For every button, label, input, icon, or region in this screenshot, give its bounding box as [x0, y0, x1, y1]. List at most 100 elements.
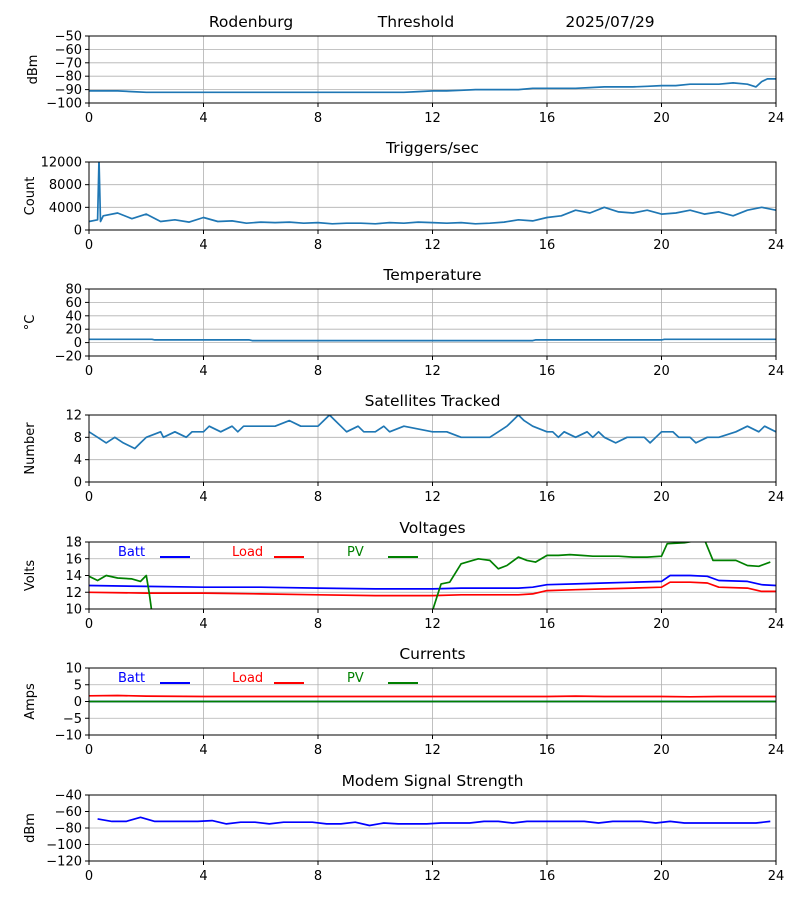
y-tick-label: 4000 — [49, 201, 82, 216]
panel-title: Triggers/sec — [385, 139, 479, 157]
x-tick-label: 0 — [85, 869, 93, 884]
x-tick-label: 0 — [85, 617, 93, 632]
y-tick-label: −100 — [46, 838, 82, 853]
y-tick-label: 18 — [65, 536, 82, 551]
y-tick-label: 10 — [65, 603, 82, 618]
x-tick-label: 24 — [768, 364, 785, 379]
series-group — [89, 338, 776, 342]
y-tick-label: −60 — [55, 43, 82, 58]
legend-label-pv: PV — [347, 545, 364, 560]
x-tick-label: 24 — [768, 743, 785, 758]
y-axis-label: °C — [23, 315, 38, 331]
x-tick-label: 20 — [653, 617, 670, 632]
x-tick-label: 20 — [653, 743, 670, 758]
x-tick-label: 12 — [424, 238, 441, 253]
y-axis-label: Number — [23, 422, 38, 475]
x-tick-label: 4 — [199, 617, 207, 632]
series-line-data-1 — [89, 338, 776, 342]
header-date: 2025/07/29 — [565, 13, 654, 31]
y-tick-label: −50 — [55, 30, 82, 45]
series-line-load-2 — [89, 581, 776, 597]
series-group — [97, 816, 771, 827]
panel-title: Currents — [399, 645, 465, 663]
x-tick-label: 12 — [424, 364, 441, 379]
x-tick-label: 20 — [653, 111, 670, 126]
panel-title: Voltages — [399, 519, 465, 537]
y-tick-label: 12000 — [41, 156, 82, 171]
x-tick-label: 12 — [424, 743, 441, 758]
chart-panel-4: 0 4 8 12 16 20 24 0 4 8 12 Satellites Tracked Number — [23, 392, 784, 505]
y-axis-label: Volts — [23, 560, 38, 592]
legend-label-load: Load — [232, 671, 263, 686]
y-tick-label: −10 — [55, 729, 82, 744]
x-tick-label: 16 — [539, 743, 556, 758]
chart-panel-2: 0 4 8 12 16 20 24 0 4000 8000 12000 Triggers/sec Cou… — [23, 139, 784, 253]
y-axis-label: Count — [23, 177, 38, 216]
y-tick-label: 0 — [74, 476, 82, 491]
y-tick-label: −60 — [55, 805, 82, 820]
y-tick-label: 0 — [74, 224, 82, 239]
legend-label-pv: PV — [347, 671, 364, 686]
x-tick-label: 24 — [768, 111, 785, 126]
legend: Batt Load PV — [118, 545, 418, 560]
x-tick-label: 4 — [199, 869, 207, 884]
y-tick-label: 40 — [65, 309, 82, 324]
header-title: Threshold — [377, 13, 454, 31]
y-tick-label: −80 — [55, 70, 82, 85]
x-tick-label: 20 — [653, 238, 670, 253]
y-axis-label: dBm — [23, 813, 38, 843]
x-tick-label: 12 — [424, 490, 441, 505]
x-tick-label: 24 — [768, 617, 785, 632]
chart-panel-1: 0 4 8 12 16 20 24 −100−90−80−70−60−50 dBm — [26, 30, 784, 127]
series-group — [89, 415, 776, 450]
y-tick-label: −120 — [46, 855, 82, 870]
x-tick-label: 8 — [314, 111, 322, 126]
x-tick-label: 4 — [199, 111, 207, 126]
series-group — [89, 162, 776, 225]
x-tick-label: 4 — [199, 238, 207, 253]
x-tick-label: 16 — [539, 490, 556, 505]
series-line-data-1 — [89, 162, 776, 225]
y-tick-label: 10 — [65, 662, 82, 677]
x-tick-label: 8 — [314, 869, 322, 884]
x-tick-label: 0 — [85, 364, 93, 379]
panel-title: Temperature — [382, 266, 481, 284]
legend: Batt Load PV — [118, 671, 418, 686]
x-tick-label: 24 — [768, 869, 785, 884]
x-tick-label: 16 — [539, 238, 556, 253]
series-line-pv-3 — [89, 574, 153, 609]
x-tick-label: 0 — [85, 238, 93, 253]
y-tick-label: −80 — [55, 822, 82, 837]
x-tick-label: 24 — [768, 490, 785, 505]
x-tick-label: 20 — [653, 869, 670, 884]
y-axis-label: Amps — [23, 683, 38, 720]
x-tick-label: 12 — [424, 617, 441, 632]
x-tick-label: 0 — [85, 111, 93, 126]
y-tick-label: 16 — [65, 552, 82, 567]
x-tick-label: 8 — [314, 364, 322, 379]
legend-label-batt: Batt — [118, 671, 145, 686]
x-tick-label: 4 — [199, 490, 207, 505]
x-tick-label: 0 — [85, 490, 93, 505]
y-axis-label: dBm — [26, 55, 41, 85]
legend-label-batt: Batt — [118, 545, 145, 560]
y-tick-label: 4 — [74, 453, 82, 468]
series-line-data-1 — [97, 816, 771, 827]
y-tick-label: 0 — [74, 695, 82, 710]
series-line-data-1 — [89, 415, 776, 450]
series-line-batt-1 — [89, 574, 776, 590]
y-tick-label: 8000 — [49, 178, 82, 193]
series-line-pv-4 — [432, 542, 771, 609]
y-tick-label: 12 — [65, 586, 82, 601]
legend-label-load: Load — [232, 545, 263, 560]
x-tick-label: 12 — [424, 111, 441, 126]
x-tick-label: 12 — [424, 869, 441, 884]
y-tick-label: 12 — [65, 409, 82, 424]
x-tick-label: 4 — [199, 364, 207, 379]
series-group — [89, 542, 776, 609]
